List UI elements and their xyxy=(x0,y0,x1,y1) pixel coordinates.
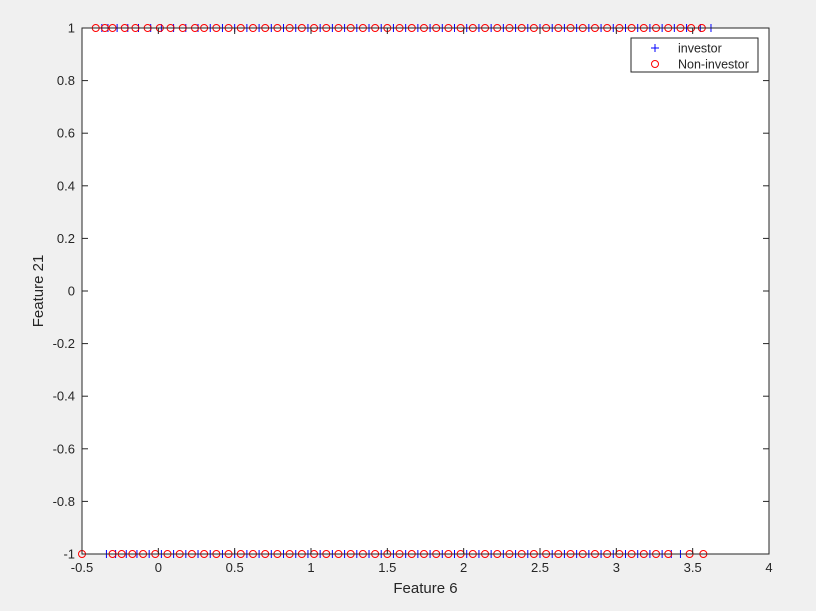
legend-investor-marker xyxy=(651,44,659,52)
x-tick-label: -0.5 xyxy=(71,560,93,575)
x-tick-label: 0 xyxy=(155,560,162,575)
x-tick-label: 0.5 xyxy=(226,560,244,575)
x-tick-label: 2 xyxy=(460,560,467,575)
y-tick-label: 0.6 xyxy=(57,126,75,141)
y-tick-label: -0.2 xyxy=(53,336,75,351)
legend-entry-label: Non-investor xyxy=(678,58,749,72)
y-tick-label: -0.4 xyxy=(53,389,75,404)
plot-area xyxy=(82,28,769,554)
y-tick-label: -1 xyxy=(63,547,75,562)
x-tick-label: 2.5 xyxy=(531,560,549,575)
x-axis-label: Feature 6 xyxy=(393,580,457,597)
x-tick-label: 1 xyxy=(307,560,314,575)
axis-labels: Feature 6 Feature 21 xyxy=(30,255,458,597)
x-tick-label: 3.5 xyxy=(684,560,702,575)
legend-non-investor-marker xyxy=(651,60,659,68)
x-tick-label: 3 xyxy=(613,560,620,575)
axes: -0.5 0 0.5 1 1.5 2 2.5 3 3.5 4 -1 -0.8 -0.6 -0.4 -0.2 0… xyxy=(53,21,773,576)
x-tick-label: 4 xyxy=(765,560,772,575)
y-tick-label: 1 xyxy=(68,21,75,36)
y-tick-label: -0.8 xyxy=(53,494,75,509)
legend-entry-label: investor xyxy=(678,42,722,56)
y-axis-label: Feature 21 xyxy=(30,255,47,328)
y-tick-label: 0.2 xyxy=(57,231,75,246)
y-tick-label: 0.8 xyxy=(57,73,75,88)
legend: investor Non-investor xyxy=(630,37,759,73)
y-tick-label: -0.6 xyxy=(53,441,75,456)
x-tick-label: 1.5 xyxy=(378,560,396,575)
y-tick-label: 0 xyxy=(68,284,75,299)
y-tick-label: 0.4 xyxy=(57,178,75,193)
